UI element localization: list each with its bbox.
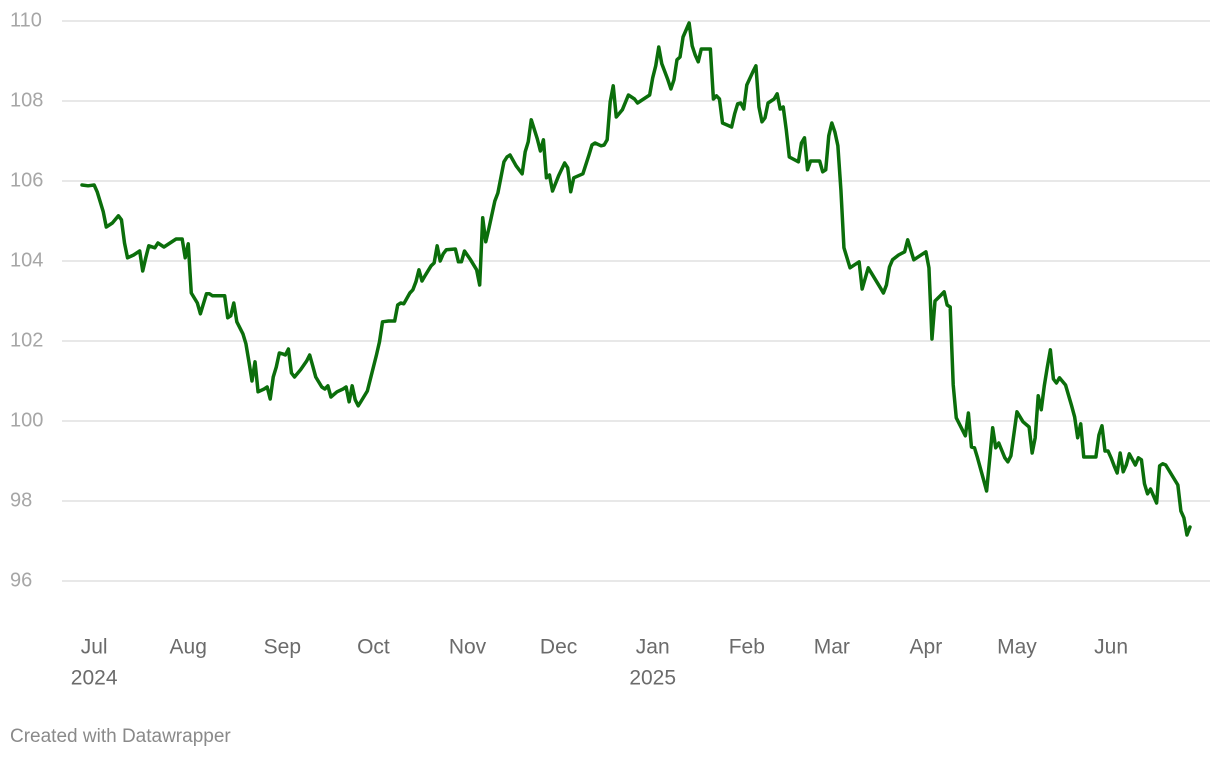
- x-tick-label: Aug: [170, 636, 207, 659]
- y-tick-label: 108: [10, 89, 43, 111]
- x-tick-label: Nov: [449, 636, 487, 659]
- x-tick-label: Oct: [357, 636, 390, 659]
- x-tick-label: Apr: [910, 636, 943, 659]
- y-tick-label: 98: [10, 489, 32, 511]
- y-tick-label: 110: [10, 9, 42, 31]
- y-tick-label: 96: [10, 569, 32, 591]
- x-tick-label: Jun: [1094, 636, 1128, 659]
- y-tick-label: 100: [10, 409, 43, 431]
- y-tick-label: 102: [10, 329, 43, 351]
- x-tick-label: Feb: [729, 636, 765, 659]
- y-tick-label: 106: [10, 169, 43, 191]
- x-tick-label: Dec: [540, 636, 577, 659]
- y-tick-label: 104: [10, 249, 43, 271]
- line: [80, 21, 1192, 537]
- x-tick-label: Sep: [264, 636, 301, 659]
- x-tick-label: Jan: [636, 636, 670, 659]
- x-tick-label: Jul: [81, 636, 108, 659]
- credit: Created with Datawrapper: [10, 726, 231, 747]
- x-tick-label: May: [997, 636, 1037, 659]
- x-tick-year: 2025: [629, 667, 676, 690]
- x-tick-year: 2024: [71, 667, 118, 690]
- x-tick-label: Mar: [814, 636, 850, 659]
